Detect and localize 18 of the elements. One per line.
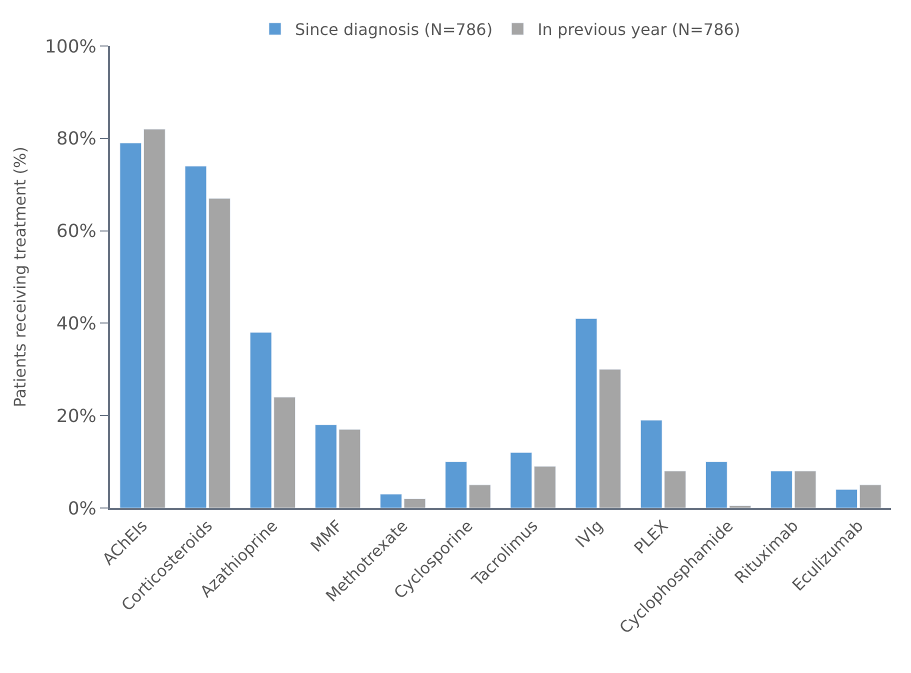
bar [510, 452, 532, 508]
bar [143, 128, 166, 508]
legend-label: Since diagnosis (N=786) [295, 20, 493, 40]
bar [859, 484, 882, 508]
x-tick-label: IVIg [572, 516, 607, 552]
y-tick-label: 80% [56, 128, 96, 150]
y-tick-label: 100% [44, 36, 96, 58]
y-axis-title: Patients receiving treatment (%) [10, 146, 30, 408]
bar [468, 484, 491, 508]
bar [445, 462, 468, 508]
legend-label: In previous year (N=786) [538, 20, 740, 40]
y-tick-label: 40% [56, 314, 96, 334]
y-tick-label: 20% [56, 406, 96, 427]
bar [836, 489, 858, 508]
y-tick-label: 0% [68, 498, 96, 520]
y-tick-label: 60% [56, 221, 96, 242]
bar [534, 466, 556, 508]
bar [120, 142, 142, 508]
